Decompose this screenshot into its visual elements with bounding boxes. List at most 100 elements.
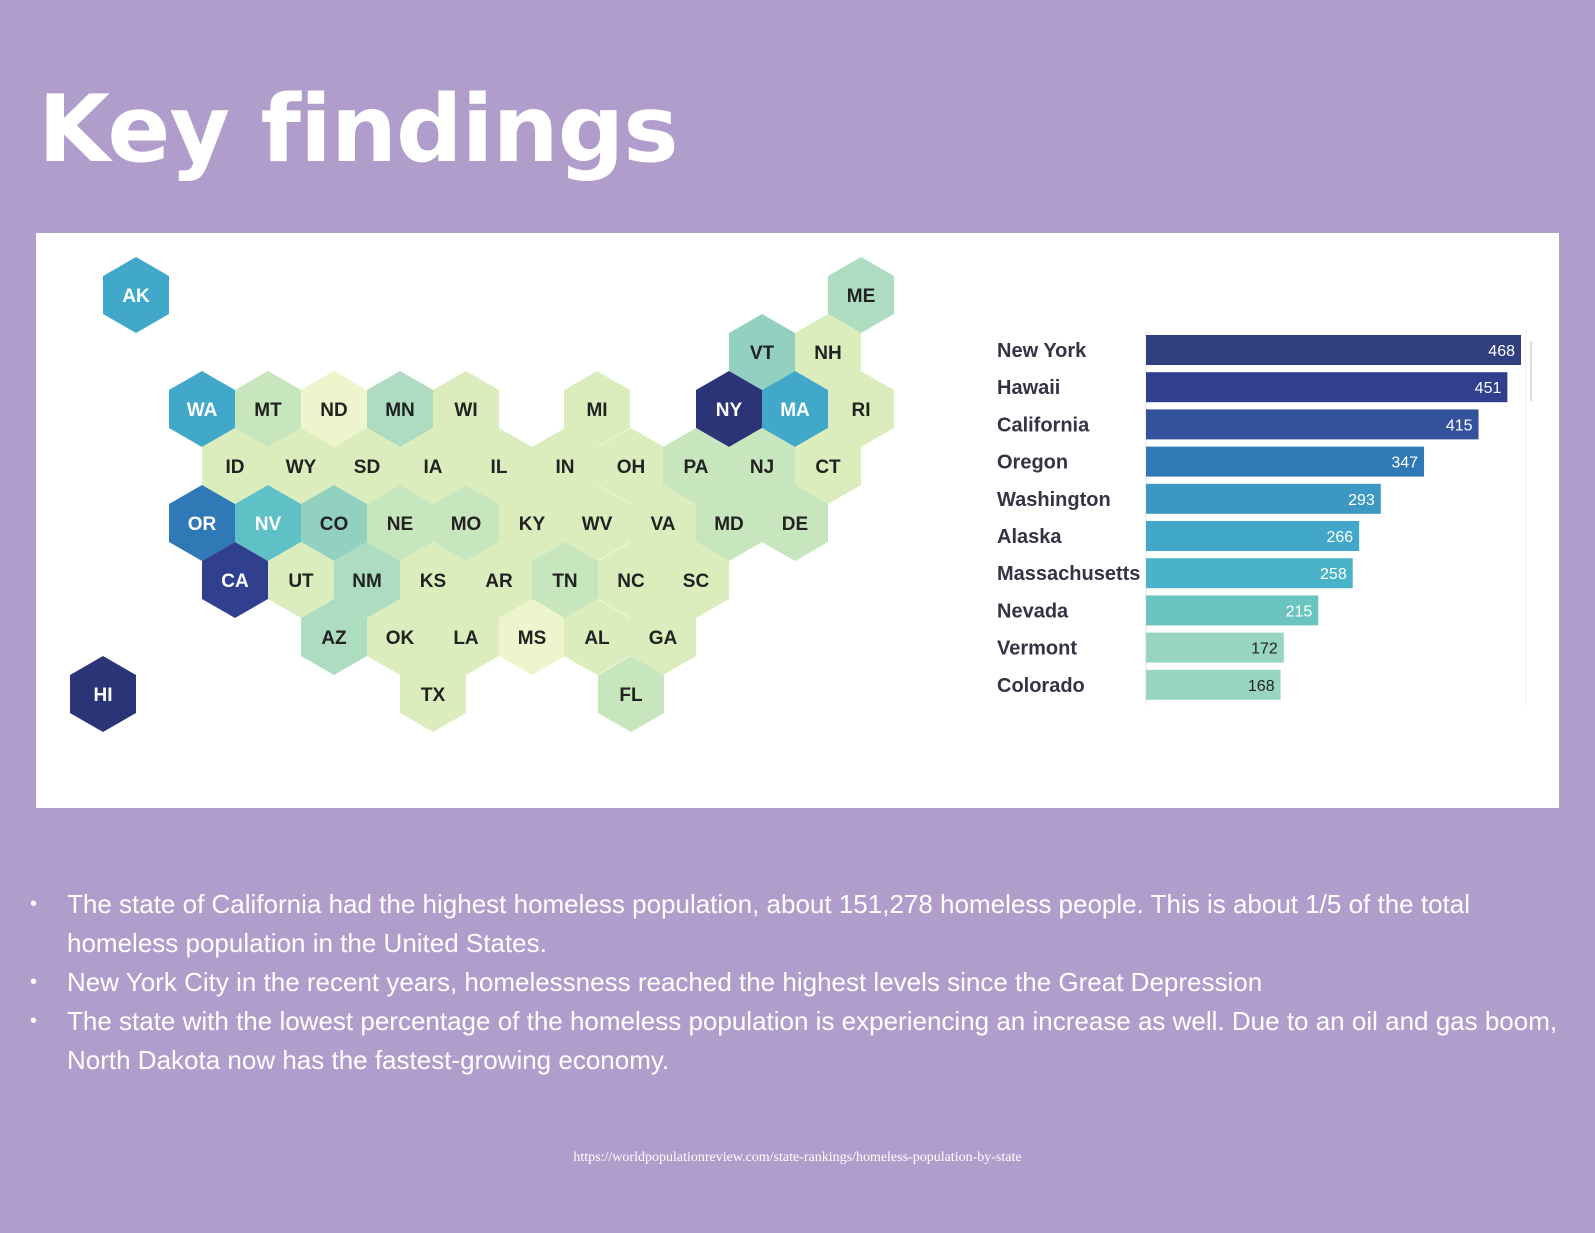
hex-label-il: IL	[491, 457, 508, 478]
hex-label-in: IN	[556, 457, 575, 478]
hex-label-ks: KS	[420, 571, 446, 592]
hex-tile-nc	[598, 542, 664, 618]
bar-chart: New York 468 Hawaii 451 California 415 Oregon 3…	[997, 331, 1532, 705]
bar-value-label: 215	[1286, 603, 1313, 620]
bar-colorado	[1146, 669, 1281, 700]
hex-tile-ak	[103, 257, 169, 333]
hex-label-ma: MA	[780, 400, 810, 421]
hex-label-ky: KY	[519, 514, 546, 535]
hex-label-ri: RI	[852, 400, 871, 421]
bar-category-label: California	[997, 414, 1090, 436]
hex-label-ar: AR	[485, 571, 513, 592]
hex-label-ct: CT	[815, 457, 841, 478]
bar-value-label: 172	[1251, 641, 1278, 658]
hex-label-ak: AK	[122, 286, 150, 307]
hex-tile-ok	[367, 599, 433, 675]
hex-tile-in	[532, 428, 598, 504]
bar-oregon	[1146, 446, 1425, 477]
hex-label-ia: IA	[424, 457, 443, 478]
hex-label-oh: OH	[617, 457, 646, 478]
hex-tile-sc	[663, 542, 729, 618]
finding-item: The state with the lowest percentage of …	[30, 1002, 1560, 1080]
hex-tile-wi	[433, 371, 499, 447]
hex-label-nj: NJ	[750, 457, 774, 478]
hex-label-de: DE	[782, 514, 808, 535]
hex-label-al: AL	[584, 628, 610, 649]
hex-tile-ca	[202, 542, 268, 618]
bar-value-label: 347	[1391, 455, 1418, 472]
hex-tile-fl	[598, 656, 664, 732]
hex-label-nh: NH	[814, 343, 841, 364]
hex-label-mt: MT	[254, 400, 282, 421]
hex-tile-tx	[400, 656, 466, 732]
bar-california	[1146, 409, 1479, 440]
findings-list: The state of California had the highest …	[30, 885, 1560, 1080]
hex-label-co: CO	[320, 514, 349, 535]
finding-item: New York City in the recent years, homel…	[30, 963, 1560, 1002]
source-citation: https://worldpopulationreview.com/state-…	[573, 1150, 1022, 1165]
hex-tile-ne	[367, 485, 433, 561]
hex-label-md: MD	[714, 514, 744, 535]
bar-value-label: 451	[1475, 380, 1502, 397]
hex-tile-mt	[235, 371, 301, 447]
hex-label-me: ME	[847, 286, 876, 307]
hex-tile-ut	[268, 542, 334, 618]
hex-label-ca: CA	[221, 571, 249, 592]
bar-category-label: Oregon	[997, 452, 1068, 474]
hex-label-ga: GA	[649, 628, 678, 649]
hex-tile-ks	[400, 542, 466, 618]
hex-tile-me	[828, 257, 894, 333]
hex-tile-ny	[696, 371, 762, 447]
hex-tile-il	[466, 428, 532, 504]
bar-value-label: 415	[1446, 417, 1473, 434]
bar-value-label: 266	[1326, 529, 1353, 546]
hex-tile-ia	[400, 428, 466, 504]
hex-label-id: ID	[226, 457, 245, 478]
hex-tile-al	[564, 599, 630, 675]
hex-label-sd: SD	[354, 457, 380, 478]
bar-hawaii	[1146, 372, 1508, 403]
hex-label-az: AZ	[321, 628, 347, 649]
bar-category-label: Nevada	[997, 600, 1069, 622]
hex-label-hi: HI	[94, 685, 113, 706]
hex-tile-mo	[433, 485, 499, 561]
bar-value-label: 468	[1488, 343, 1515, 360]
bar-massachusetts	[1146, 558, 1353, 589]
hex-tile-de	[762, 485, 828, 561]
hex-label-sc: SC	[683, 571, 710, 592]
hex-tile-nh	[795, 314, 861, 390]
hex-tile-wa	[169, 371, 235, 447]
hex-tile-ms	[499, 599, 565, 675]
bar-vermont	[1146, 632, 1284, 663]
hex-label-ut: UT	[288, 571, 314, 592]
hex-tile-sd	[334, 428, 400, 504]
hex-label-nm: NM	[352, 571, 382, 592]
hex-label-mo: MO	[451, 514, 482, 535]
hex-tile-id	[202, 428, 268, 504]
hex-label-mn: MN	[385, 400, 415, 421]
hex-tile-wv	[564, 485, 630, 561]
hex-tile-nd	[301, 371, 367, 447]
bar-category-label: Alaska	[997, 526, 1062, 548]
bar-category-label: Massachusetts	[997, 563, 1140, 585]
hex-tile-vt	[729, 314, 795, 390]
hex-label-ny: NY	[716, 400, 743, 421]
hex-label-ne: NE	[387, 514, 413, 535]
bar-category-label: Vermont	[997, 638, 1077, 660]
hex-tile-mn	[367, 371, 433, 447]
bar-washington	[1146, 483, 1381, 514]
hex-label-nd: ND	[320, 400, 347, 421]
hex-tile-tn	[532, 542, 598, 618]
hex-tile-ga	[630, 599, 696, 675]
hex-label-fl: FL	[619, 685, 643, 706]
hex-label-la: LA	[453, 628, 479, 649]
hex-label-vt: VT	[750, 343, 775, 364]
hex-label-wi: WI	[454, 400, 477, 421]
page-title: Key findings	[38, 75, 679, 183]
bar-category-label: Hawaii	[997, 377, 1060, 399]
hex-label-mi: MI	[586, 400, 607, 421]
hex-label-pa: PA	[684, 457, 709, 478]
hex-label-wv: WV	[582, 514, 613, 535]
bar-category-label: New York	[997, 340, 1087, 362]
bar-value-label: 258	[1320, 566, 1347, 583]
